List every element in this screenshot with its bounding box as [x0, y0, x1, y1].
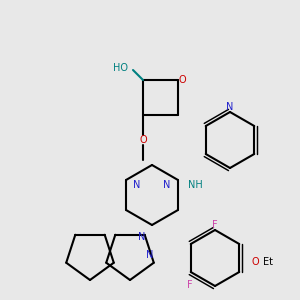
Text: N: N — [163, 180, 171, 190]
Text: N: N — [146, 250, 154, 260]
Text: N: N — [226, 102, 234, 112]
Text: N: N — [133, 180, 141, 190]
Text: O: O — [139, 135, 147, 145]
Text: HO: HO — [113, 63, 128, 73]
Text: F: F — [212, 220, 218, 230]
Text: N: N — [138, 232, 146, 242]
Text: O: O — [178, 75, 186, 85]
Text: F: F — [187, 280, 193, 290]
Text: NH: NH — [188, 180, 202, 190]
Text: O: O — [251, 257, 259, 267]
Text: Et: Et — [263, 257, 273, 267]
